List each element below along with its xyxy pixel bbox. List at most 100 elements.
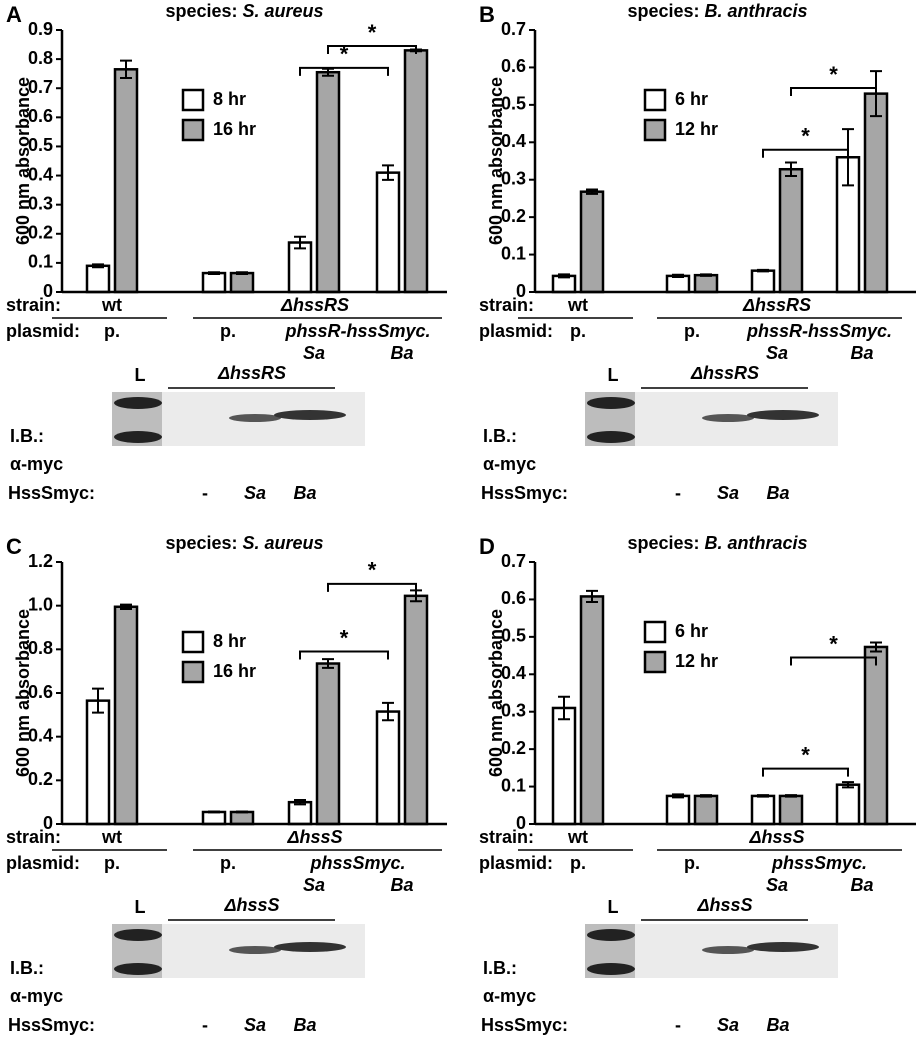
error-bar [382, 164, 394, 181]
chart-title: species: S. aureus [165, 1, 323, 21]
blot-band [274, 942, 346, 952]
y-tick-label: 0 [516, 281, 526, 301]
legend-label: 6 hr [675, 621, 708, 641]
error-bar [785, 161, 797, 177]
y-tick-label: 0.5 [28, 135, 53, 155]
y-tick-label: 0.4 [501, 131, 526, 151]
y-tick-label: 1.2 [28, 551, 53, 571]
ladder-band [114, 929, 162, 941]
y-tick-label: 0.7 [28, 77, 53, 97]
title-species: B. anthracis [705, 1, 808, 21]
blot-probe: I.B.: [483, 958, 517, 978]
bar [375, 710, 401, 826]
blot-lane: - [202, 1015, 208, 1035]
bar [693, 273, 719, 294]
plasmid-label: plasmid: [479, 321, 553, 341]
error-bar [92, 687, 104, 714]
bar [579, 595, 605, 826]
bar [579, 190, 605, 294]
error-bar [208, 810, 220, 814]
blot-lane: Sa [244, 483, 266, 503]
x-tick-label: p. [570, 853, 586, 873]
x-tick-label: p. [684, 853, 700, 873]
blot-lane: Ba [766, 483, 789, 503]
y-tick-label: 0.5 [501, 626, 526, 646]
blot-strain: ΔhssRS [690, 363, 759, 383]
bar [778, 167, 804, 294]
ladder-band [587, 431, 635, 443]
y-tick-label: 0.1 [501, 243, 526, 263]
plasmid-construct: phssR-hssSmyc. [284, 321, 430, 341]
panel-letter: D [479, 534, 495, 559]
blot-probe: α-myc [10, 454, 63, 474]
y-axis-label: 600 nm absorbance [13, 77, 33, 245]
bar [551, 706, 577, 826]
y-axis-label: 600 nm absorbance [13, 609, 33, 777]
error-bar [92, 263, 104, 269]
legend-swatch [643, 620, 667, 644]
error-bar [757, 794, 769, 798]
x-tick-label: p. [104, 853, 120, 873]
bar [229, 271, 255, 294]
y-tick-label: 0.4 [28, 164, 53, 184]
bar [693, 794, 719, 826]
bar [201, 810, 227, 826]
significance-star: * [829, 631, 838, 656]
error-bar [322, 658, 334, 669]
blot-probe: I.B.: [10, 426, 44, 446]
y-tick-label: 0.3 [501, 700, 526, 720]
plasmid-construct: phssSmyc. [771, 853, 867, 873]
y-tick-label: 0.7 [501, 551, 526, 571]
legend-label: 16 hr [213, 661, 256, 681]
title-prefix: species: [627, 1, 699, 21]
bar [863, 645, 889, 826]
title-species: B. anthracis [705, 533, 808, 553]
error-bar [700, 794, 712, 798]
blot-probe: I.B.: [483, 426, 517, 446]
y-axis-label: 600 nm absorbance [486, 77, 506, 245]
x-tick-label: Ba [390, 343, 413, 363]
strain-group: wt [567, 295, 588, 315]
error-bar [785, 794, 797, 798]
y-tick-label: 0 [43, 813, 53, 833]
y-tick-label: 0.2 [28, 769, 53, 789]
bar [665, 274, 691, 294]
strain-group: ΔhssS [286, 827, 342, 847]
legend-label: 16 hr [213, 119, 256, 139]
blot-lane: Ba [766, 1015, 789, 1035]
strain-group: ΔhssRS [280, 295, 349, 315]
strain-label: strain: [6, 827, 61, 847]
x-tick-label: Sa [303, 343, 325, 363]
blot-lane-label: HssSmyc: [481, 483, 568, 503]
legend-swatch [643, 118, 667, 142]
ladder-band [114, 431, 162, 443]
blot-lane: - [675, 1015, 681, 1035]
significance-bracket [790, 656, 877, 666]
error-bar [558, 273, 570, 279]
x-tick-label: p. [684, 321, 700, 341]
error-bar [120, 59, 132, 80]
blot-band [747, 942, 819, 952]
blot-band [229, 414, 281, 422]
strain-group: wt [101, 295, 122, 315]
blot-strain: ΔhssS [223, 895, 279, 915]
legend-swatch [643, 88, 667, 112]
y-tick-label: 0 [516, 813, 526, 833]
bar [750, 269, 776, 294]
bar [315, 662, 341, 826]
y-tick-label: 0.8 [28, 638, 53, 658]
blot-lane: - [202, 483, 208, 503]
x-tick-label: Sa [303, 875, 325, 895]
significance-bracket [299, 650, 389, 660]
x-tick-label: p. [104, 321, 120, 341]
legend-label: 12 hr [675, 119, 718, 139]
plasmid-construct: phssR-hssSmyc. [746, 321, 892, 341]
bar [201, 271, 227, 294]
error-bar [382, 701, 394, 722]
strain-label: strain: [6, 295, 61, 315]
error-bar [586, 188, 598, 195]
significance-star: * [368, 20, 377, 45]
blot-band [274, 410, 346, 420]
legend-label: 8 hr [213, 631, 246, 651]
